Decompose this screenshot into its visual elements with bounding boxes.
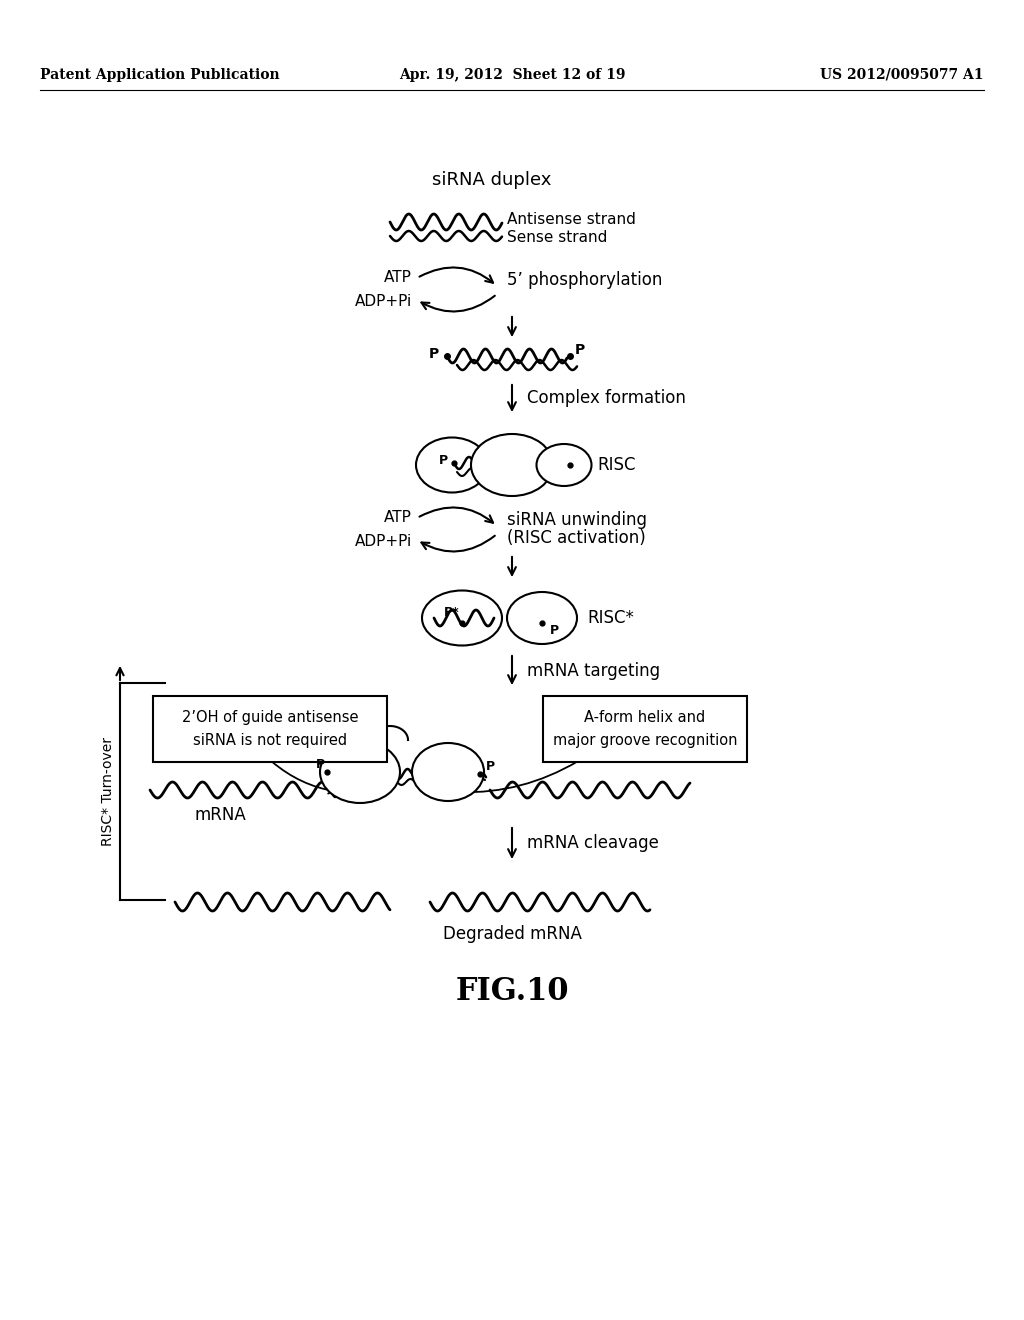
Ellipse shape [412,743,484,801]
Text: siRNA duplex: siRNA duplex [432,172,552,189]
Text: P: P [550,623,559,636]
Text: RISC* Turn-over: RISC* Turn-over [101,737,115,846]
Text: ADP+Pi: ADP+Pi [354,294,412,309]
Text: mRNA: mRNA [195,807,246,824]
Ellipse shape [507,591,577,644]
Text: P: P [429,347,439,360]
Text: ADP+Pi: ADP+Pi [354,535,412,549]
Text: P*: P* [444,606,460,619]
Text: 5’ phosphorylation: 5’ phosphorylation [507,271,663,289]
Text: FIG.10: FIG.10 [456,977,568,1007]
Text: P: P [575,453,584,466]
Text: Apr. 19, 2012  Sheet 12 of 19: Apr. 19, 2012 Sheet 12 of 19 [398,69,626,82]
Text: RISC: RISC [597,455,636,474]
Ellipse shape [416,437,488,492]
Text: Patent Application Publication: Patent Application Publication [40,69,280,82]
Text: P: P [315,758,325,771]
Text: ATP: ATP [384,271,412,285]
Ellipse shape [537,444,592,486]
Ellipse shape [319,741,400,803]
Text: Degraded mRNA: Degraded mRNA [442,925,582,942]
Text: Antisense strand: Antisense strand [507,213,636,227]
Text: mRNA cleavage: mRNA cleavage [527,834,658,853]
Text: ATP: ATP [384,511,412,525]
Text: siRNA unwinding: siRNA unwinding [507,511,647,529]
Text: A-form helix and
major groove recognition: A-form helix and major groove recognitio… [553,710,737,747]
Ellipse shape [422,590,502,645]
Ellipse shape [471,434,553,496]
Text: Complex formation: Complex formation [527,389,686,407]
Text: mRNA targeting: mRNA targeting [527,661,660,680]
Text: 2’OH of guide antisense
siRNA is not required: 2’OH of guide antisense siRNA is not req… [181,710,358,747]
Text: US 2012/0095077 A1: US 2012/0095077 A1 [820,69,984,82]
Text: (RISC activation): (RISC activation) [507,529,646,546]
Text: P: P [486,759,496,772]
Text: RISC*: RISC* [587,609,634,627]
Text: P: P [575,343,586,356]
Text: P: P [439,454,449,466]
Text: Sense strand: Sense strand [507,231,607,246]
FancyBboxPatch shape [153,696,387,762]
FancyBboxPatch shape [543,696,746,762]
